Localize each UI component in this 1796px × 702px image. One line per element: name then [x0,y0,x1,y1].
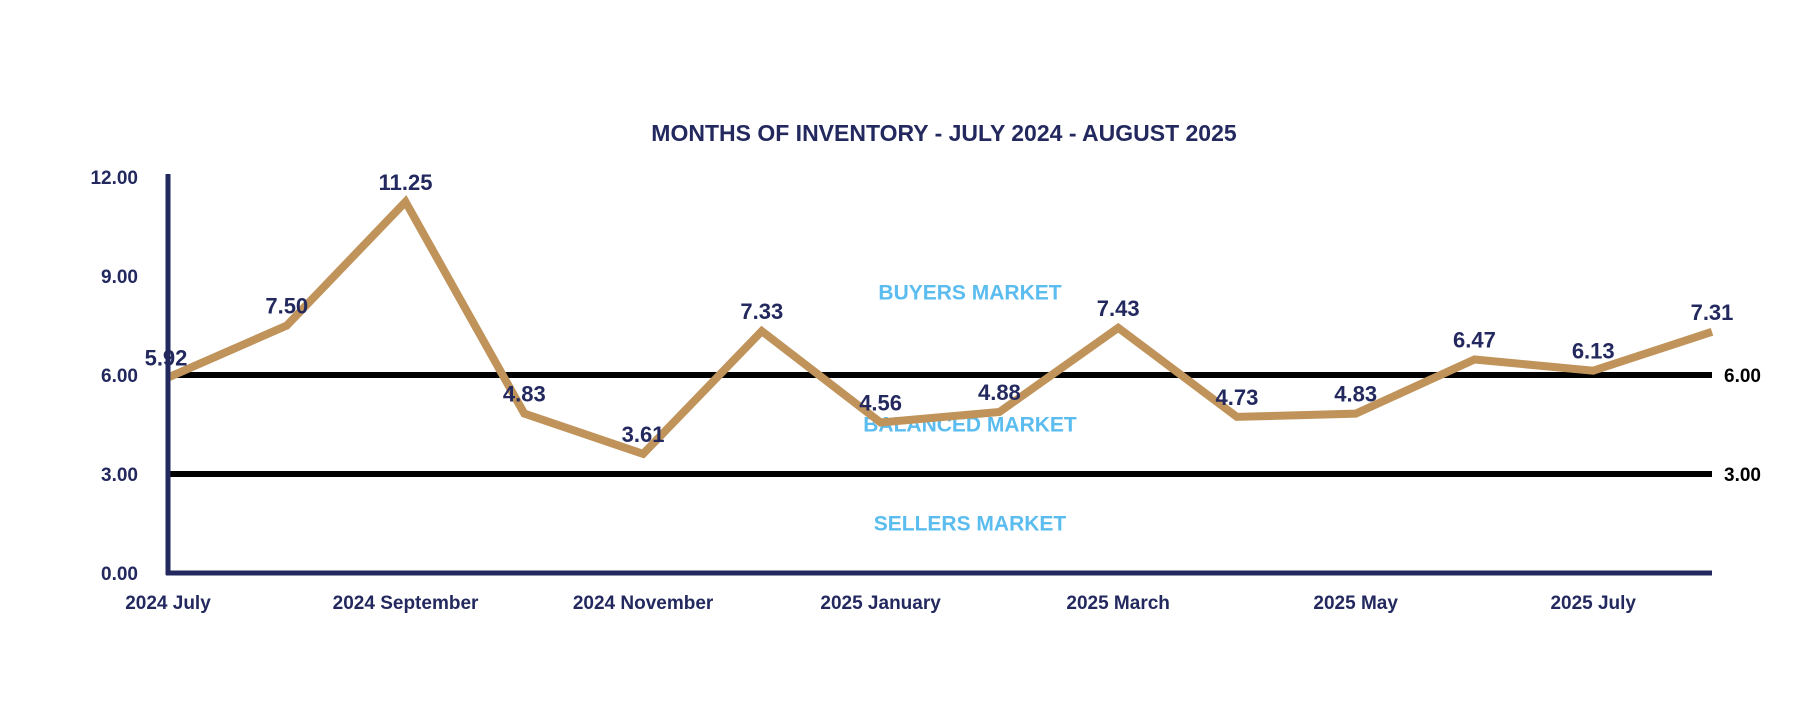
y-tick-label: 6.00 [101,366,138,387]
data-labels: 5.92 7.50 11.25 4.83 3.61 7.33 4.56 4.88 7.43 4.7… [145,170,1734,447]
y-tick-label: 12.00 [90,168,138,189]
x-tick-label: 2024 September [333,593,479,614]
data-label: 7.33 [740,299,783,324]
x-tick-label: 2025 March [1066,593,1170,614]
threshold-label: 6.00 [1724,366,1761,387]
data-label: 7.43 [1097,296,1140,321]
y-tick-label: 0.00 [101,564,138,585]
data-label: 6.47 [1453,327,1496,352]
x-tick-label: 2024 November [573,593,714,614]
chart-title: MONTHS OF INVENTORY - JULY 2024 - AUGUST… [651,120,1237,146]
y-tick-label: 9.00 [101,267,138,288]
data-label: 5.92 [145,346,188,371]
data-label: 3.61 [622,422,665,447]
data-label: 7.31 [1691,300,1734,325]
threshold-lines: 6.00 3.00 [168,366,1761,486]
x-axis-ticks: 2024 July 2024 September 2024 November 2025… [125,593,1636,614]
x-tick-label: 2025 January [820,593,941,614]
data-label: 11.25 [379,170,433,195]
data-label: 4.83 [503,382,546,407]
zone-label: SELLERS MARKET [874,513,1067,536]
series-line-months-of-inventory [166,195,1714,459]
y-axis-ticks: 0.00 3.00 6.00 9.00 12.00 [90,168,138,585]
data-label: 4.56 [859,391,902,416]
data-label: 4.73 [1216,385,1259,410]
y-tick-label: 3.00 [101,465,138,486]
data-label: 7.50 [265,294,308,319]
threshold-label: 3.00 [1724,465,1761,486]
zone-label: BUYERS MARKET [878,282,1061,305]
data-label: 6.13 [1572,339,1615,364]
x-tick-label: 2025 July [1550,593,1636,614]
x-tick-label: 2024 July [125,593,211,614]
data-label: 4.83 [1334,382,1377,407]
data-label: 4.88 [978,380,1021,405]
x-tick-label: 2025 May [1313,593,1398,614]
